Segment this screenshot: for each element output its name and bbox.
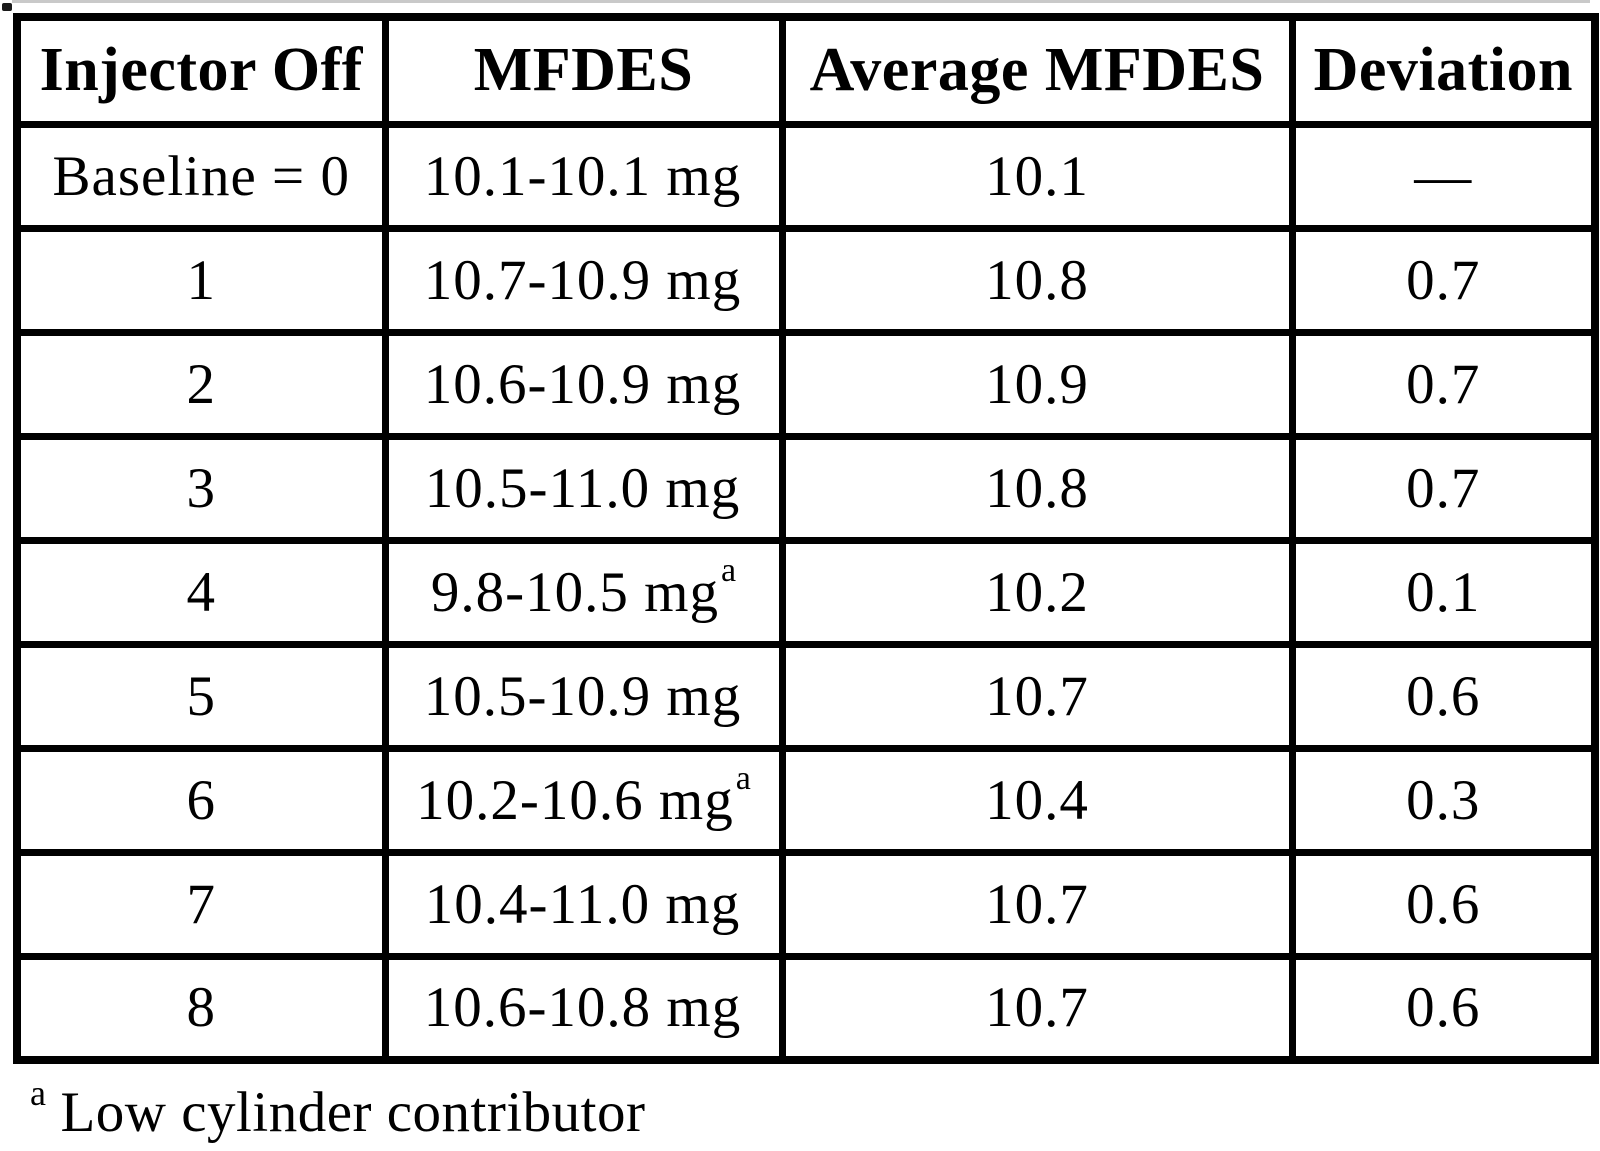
mfdes-cell: 10.2-10.6 mga (381, 744, 786, 856)
mfdes-cell: 10.6-10.9 mg (381, 328, 786, 440)
injector-off-cell: 3 (13, 432, 389, 544)
average-mfdes-cell: 10.9 (778, 328, 1296, 440)
deviation-cell: 0.3 (1288, 744, 1599, 856)
scan-edge-artifact (12, 0, 1590, 3)
injector-off-cell: 1 (13, 224, 389, 336)
mfdes-cell: 10.1-10.1 mg (381, 120, 786, 232)
table-row-1: 1 10.7-10.9 mg 10.8 0.7 (13, 224, 1599, 336)
mfdes-table: Injector Off MFDES Average MFDES Deviati… (13, 13, 1599, 1064)
table-row-3: 3 10.5-11.0 mg 10.8 0.7 (13, 432, 1599, 544)
mfdes-value: 10.5-11.0 mg (424, 456, 741, 520)
average-mfdes-cell: 10.7 (778, 640, 1296, 752)
mfdes-value: 10.5-10.9 mg (423, 664, 742, 728)
footnote-marker-sup: a (720, 551, 737, 589)
average-mfdes-cell: 10.1 (778, 120, 1296, 232)
average-mfdes-cell: 10.2 (778, 536, 1296, 648)
mfdes-cell: 10.6-10.8 mg (381, 952, 786, 1064)
deviation-cell: 0.7 (1288, 224, 1599, 336)
mfdes-cell: 10.5-11.0 mg (381, 432, 786, 544)
injector-off-cell: Baseline = 0 (13, 120, 389, 232)
table-row-4: 4 9.8-10.5 mga 10.2 0.1 (13, 536, 1599, 648)
mfdes-value: 10.2-10.6 mg (416, 768, 734, 832)
deviation-cell: — (1288, 120, 1599, 232)
column-header-deviation: Deviation (1288, 13, 1599, 128)
mfdes-value: 10.1-10.1 mg (423, 144, 742, 208)
injector-off-cell: 2 (13, 328, 389, 440)
table-row-baseline: Baseline = 0 10.1-10.1 mg 10.1 — (13, 120, 1599, 232)
table-row-2: 2 10.6-10.9 mg 10.9 0.7 (13, 328, 1599, 440)
table-row-5: 5 10.5-10.9 mg 10.7 0.6 (13, 640, 1599, 752)
scan-blob-artifact (2, 3, 12, 11)
mfdes-cell: 10.4-11.0 mg (381, 848, 786, 960)
average-mfdes-cell: 10.8 (778, 224, 1296, 336)
mfdes-cell: 10.7-10.9 mg (381, 224, 786, 336)
injector-off-cell: 7 (13, 848, 389, 960)
table-footnote: a Low cylinder contributor (30, 1075, 646, 1145)
mfdes-value: 10.6-10.9 mg (423, 352, 742, 416)
deviation-cell: 0.6 (1288, 952, 1599, 1064)
injector-off-cell: 6 (13, 744, 389, 856)
deviation-cell: 0.1 (1288, 536, 1599, 648)
injector-off-cell: 4 (13, 536, 389, 648)
mfdes-value: 10.7-10.9 mg (423, 248, 742, 312)
mfdes-cell: 10.5-10.9 mg (381, 640, 786, 752)
table-header: Injector Off MFDES Average MFDES Deviati… (13, 13, 1599, 128)
footnote-marker: a (30, 1073, 47, 1113)
table-row-7: 7 10.4-11.0 mg 10.7 0.6 (13, 848, 1599, 960)
footnote-marker-sup: a (735, 759, 751, 797)
column-header-injector-off: Injector Off (13, 13, 389, 128)
table-row-8: 8 10.6-10.8 mg 10.7 0.6 (13, 952, 1599, 1064)
deviation-cell: 0.6 (1288, 640, 1599, 752)
table-body: Baseline = 0 10.1-10.1 mg 10.1 — 1 10.7-… (13, 120, 1599, 1064)
mfdes-value: 9.8-10.5 mg (430, 560, 719, 624)
average-mfdes-cell: 10.4 (778, 744, 1296, 856)
header-row: Injector Off MFDES Average MFDES Deviati… (13, 13, 1599, 128)
footnote-text: Low cylinder contributor (60, 1081, 646, 1144)
average-mfdes-cell: 10.8 (778, 432, 1296, 544)
deviation-cell: 0.6 (1288, 848, 1599, 960)
mfdes-value: 10.4-11.0 mg (424, 872, 741, 936)
deviation-cell: 0.7 (1288, 328, 1599, 440)
mfdes-value: 10.6-10.8 mg (423, 976, 742, 1040)
average-mfdes-cell: 10.7 (778, 848, 1296, 960)
mfdes-cell: 9.8-10.5 mga (381, 536, 786, 648)
injector-off-cell: 5 (13, 640, 389, 752)
column-header-mfdes: MFDES (381, 13, 786, 128)
table-row-6: 6 10.2-10.6 mga 10.4 0.3 (13, 744, 1599, 856)
deviation-cell: 0.7 (1288, 432, 1599, 544)
average-mfdes-cell: 10.7 (778, 952, 1296, 1064)
injector-off-cell: 8 (13, 952, 389, 1064)
column-header-average-mfdes: Average MFDES (778, 13, 1296, 128)
